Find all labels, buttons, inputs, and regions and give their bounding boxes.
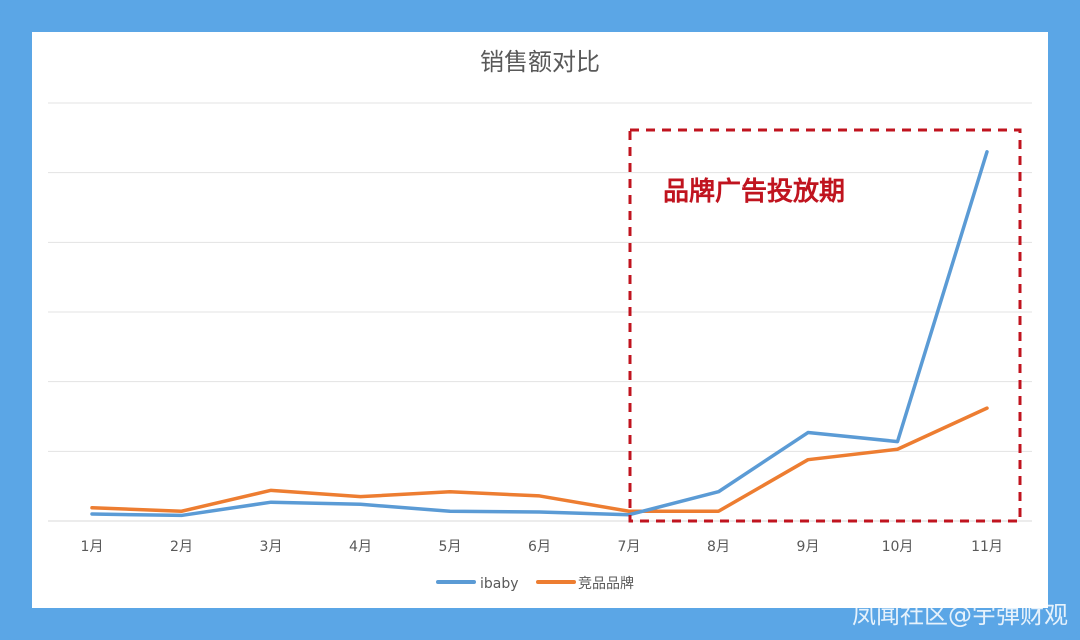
series-line-competitor	[90, 406, 989, 513]
series-lines	[90, 150, 989, 518]
annotation-label: 品牌广告投放期	[663, 176, 845, 207]
x-tick-label: 3月	[260, 539, 283, 555]
x-axis-ticks: 1月 2月 3月 4月 5月 6月 7月 8月 9月 10月 11月	[81, 539, 1003, 555]
x-tick-label: 5月	[439, 539, 462, 555]
watermark: 凤闻社区@宇弹财观	[852, 601, 1068, 629]
legend-label: 竞品品牌	[578, 575, 634, 592]
x-tick-label: 4月	[349, 539, 372, 555]
gridlines	[48, 102, 1032, 522]
chart-title: 销售额对比	[480, 48, 600, 76]
x-tick-label: 1月	[81, 539, 104, 555]
x-tick-label: 11月	[971, 539, 1003, 555]
x-tick-label: 10月	[882, 539, 914, 555]
x-tick-label: 9月	[797, 539, 820, 555]
x-tick-label: 2月	[170, 539, 193, 555]
legend: ibaby 竞品品牌	[436, 575, 634, 592]
annotation-box: 品牌广告投放期	[628, 128, 1022, 523]
series-line-ibaby	[90, 150, 989, 518]
x-tick-label: 8月	[707, 539, 730, 555]
annotation-dashed-box	[628, 128, 1022, 523]
x-tick-label: 6月	[528, 539, 551, 555]
legend-label: ibaby	[480, 576, 519, 592]
x-tick-label: 7月	[618, 539, 641, 555]
